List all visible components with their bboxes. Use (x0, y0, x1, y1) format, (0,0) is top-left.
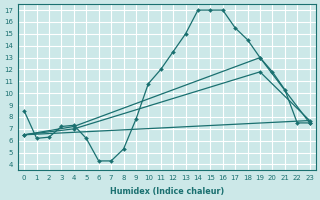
X-axis label: Humidex (Indice chaleur): Humidex (Indice chaleur) (110, 187, 224, 196)
